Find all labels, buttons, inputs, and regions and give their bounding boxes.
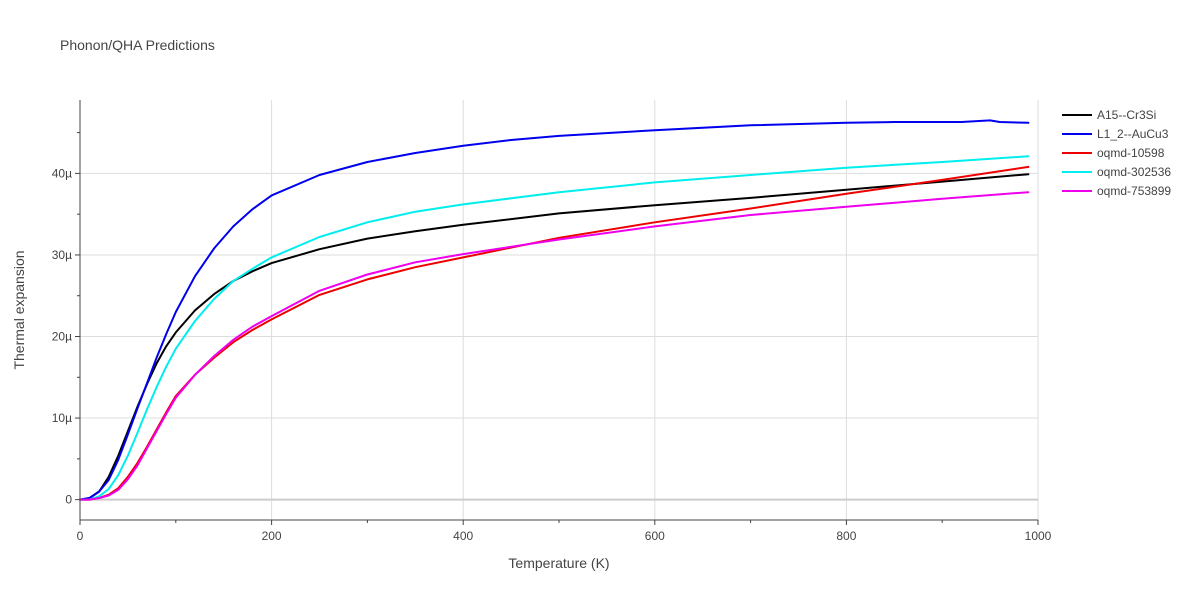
- axis-layer: 0 200 400 600 800 1000 0 10µ 20µ 30µ 40µ: [52, 100, 1052, 543]
- series-line-oqmd-302536: [79, 155, 1030, 501]
- legend-item[interactable]: oqmd-753899: [1062, 184, 1171, 198]
- series-line-A15--Cr3Si: [79, 173, 1030, 501]
- x-tick-label: 600: [645, 529, 665, 543]
- y-axis-label: Thermal expansion: [11, 250, 27, 369]
- series-layer: [79, 119, 1030, 501]
- y-tick-label: 30µ: [52, 248, 72, 262]
- legend-label: oqmd-302536: [1097, 165, 1171, 179]
- legend-item[interactable]: A15--Cr3Si: [1062, 108, 1156, 122]
- legend-item[interactable]: L1_2--AuCu3: [1062, 127, 1169, 141]
- series-line-oqmd-753899: [79, 191, 1030, 501]
- legend-label: A15--Cr3Si: [1097, 108, 1156, 122]
- legend-item[interactable]: oqmd-10598: [1062, 146, 1165, 160]
- x-axis-label: Temperature (K): [508, 555, 609, 571]
- legend: A15--Cr3Si L1_2--AuCu3 oqmd-10598 oqmd-3025…: [1062, 108, 1171, 198]
- x-tick-label: 1000: [1025, 529, 1052, 543]
- y-tick-label: 20µ: [52, 330, 72, 344]
- x-tick-label: 0: [77, 529, 84, 543]
- legend-label: oqmd-753899: [1097, 184, 1171, 198]
- series-line-oqmd-10598: [79, 165, 1030, 501]
- y-tick-label: 10µ: [52, 411, 72, 425]
- y-tick-label: 40µ: [52, 166, 72, 180]
- legend-label: oqmd-10598: [1097, 146, 1165, 160]
- series-line-L1_2--AuCu3: [79, 119, 1030, 501]
- legend-label: L1_2--AuCu3: [1097, 127, 1169, 141]
- x-tick-label: 400: [453, 529, 473, 543]
- x-tick-label: 200: [262, 529, 282, 543]
- y-tick-label: 0: [65, 493, 72, 507]
- x-tick-label: 800: [836, 529, 856, 543]
- chart-title: Phonon/QHA Predictions: [60, 37, 215, 53]
- legend-item[interactable]: oqmd-302536: [1062, 165, 1171, 179]
- grid-layer: [80, 100, 1039, 520]
